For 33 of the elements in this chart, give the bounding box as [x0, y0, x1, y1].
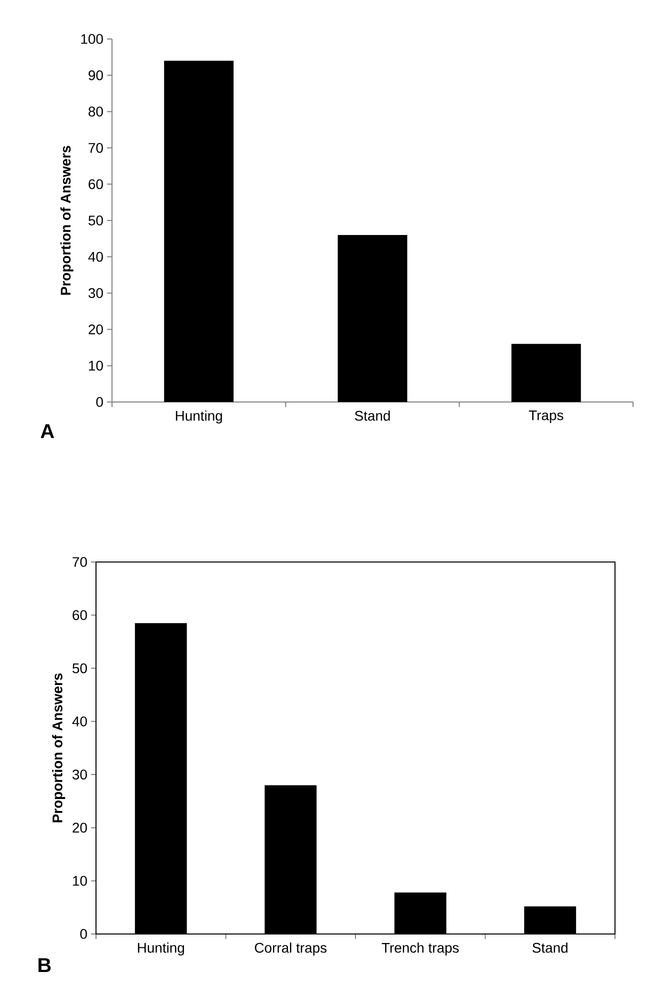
- text: B: [38, 958, 51, 972]
- bar: [164, 60, 234, 402]
- y-tick-label: 30: [88, 288, 103, 298]
- y-tick-label: 20: [88, 324, 103, 334]
- y-axis-title: Proportion of Answers: [52, 673, 66, 822]
- y-tick-label: 50: [88, 216, 103, 226]
- y-tick-label: 0: [96, 397, 103, 407]
- y-tick-label: 20: [72, 822, 87, 833]
- y-tick-label: 60: [88, 179, 103, 190]
- bar: [511, 344, 581, 402]
- x-tick-label: Corral traps: [254, 942, 327, 956]
- y-tick-label: 70: [88, 142, 103, 153]
- y-tick-label: 80: [88, 106, 103, 117]
- y-tick-label: 60: [72, 610, 87, 620]
- x-tick-label: Hunting: [176, 410, 222, 424]
- y-tick-label: 90: [88, 70, 103, 80]
- x-tick-label: Hunting: [138, 942, 184, 956]
- y-tick-label: 40: [88, 252, 103, 262]
- bar: [338, 235, 408, 402]
- y-axis-title: Proportion of Answers: [60, 146, 74, 295]
- y-tick-label: 40: [72, 716, 87, 726]
- text: A: [40, 424, 54, 438]
- y-tick-label: 10: [89, 360, 103, 371]
- x-tick-label: Stand: [354, 410, 390, 421]
- y-tick-label: 0: [80, 929, 87, 939]
- y-tick-label: 100: [81, 34, 103, 44]
- x-tick-label: Trench traps: [382, 942, 459, 956]
- y-tick-label: 30: [72, 770, 87, 780]
- y-tick-label: 50: [72, 663, 87, 674]
- x-tick-label: Stand: [532, 942, 568, 953]
- y-tick-label: 70: [72, 557, 87, 567]
- y-tick-label: 10: [73, 876, 87, 886]
- x-tick-label: Traps: [528, 410, 564, 423]
